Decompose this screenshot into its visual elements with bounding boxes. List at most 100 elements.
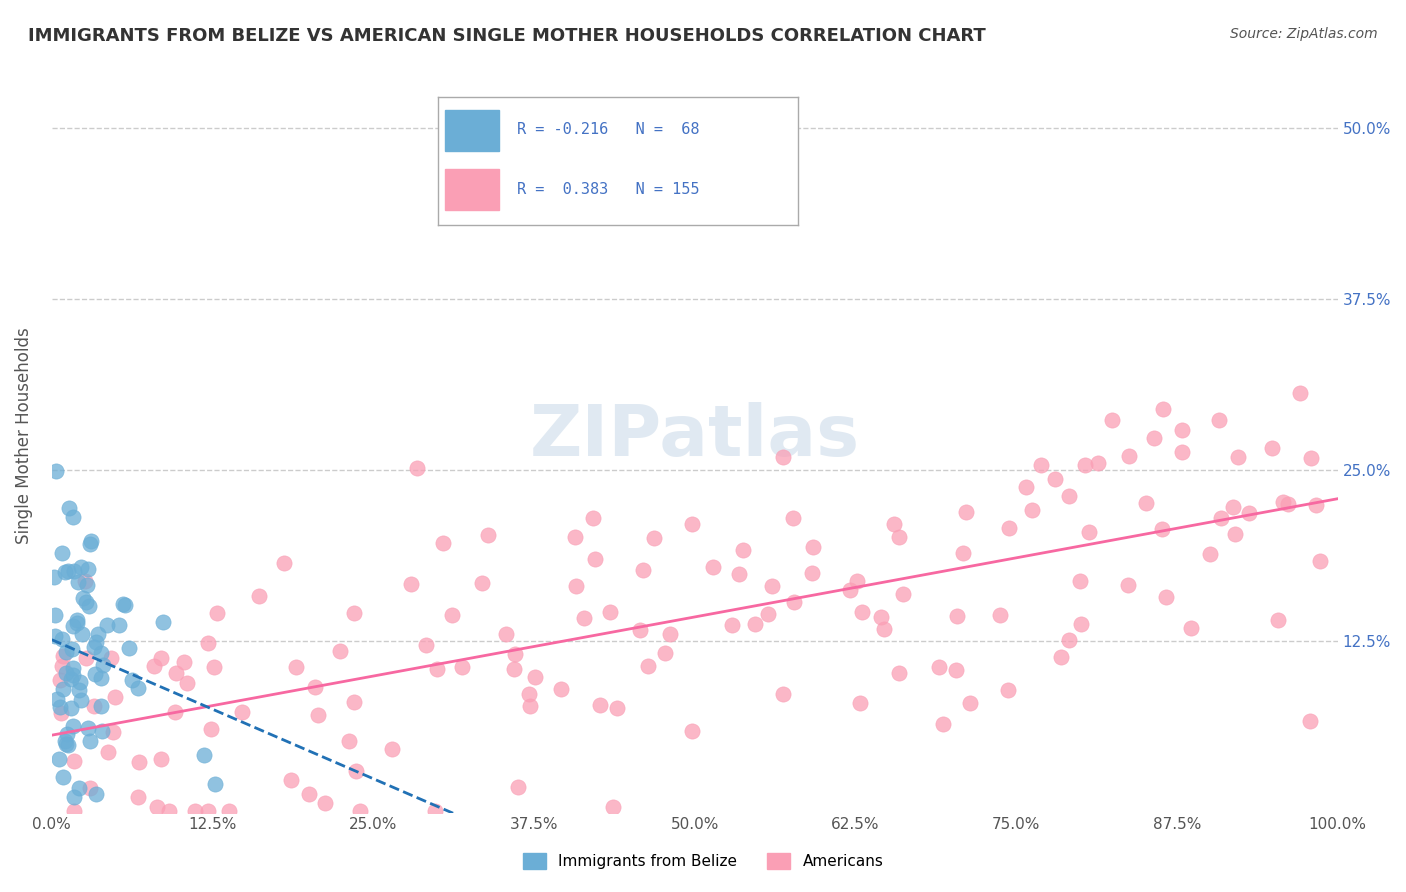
Point [55, 737, 77, 751]
Point [1118, 578, 1140, 592]
Point [658, 627, 681, 641]
Point [284, 660, 307, 674]
Point [1261, 441, 1284, 455]
Point [838, 583, 860, 598]
Point [495, 627, 517, 641]
Point [733, 543, 755, 558]
Point [127, 790, 149, 805]
Point [104, 690, 127, 704]
Point [1225, 526, 1247, 541]
Point [63, 755, 86, 769]
Point [304, 680, 326, 694]
Point [508, 780, 530, 795]
Point [800, 566, 823, 581]
Point [426, 662, 449, 676]
Point [721, 618, 744, 632]
Point [1087, 456, 1109, 470]
Point [197, 636, 219, 650]
Point [62, 804, 84, 818]
Point [1021, 502, 1043, 516]
Point [52, 649, 75, 664]
Point [505, 648, 527, 662]
Point [1078, 524, 1101, 539]
Point [1180, 621, 1202, 635]
Point [62, 564, 84, 578]
Point [1057, 489, 1080, 503]
Point [801, 541, 824, 555]
Point [56, 564, 79, 578]
Point [62, 510, 84, 524]
Point [988, 607, 1011, 622]
Point [231, 706, 253, 720]
Point [1154, 590, 1177, 604]
Point [62, 719, 84, 733]
Point [146, 799, 169, 814]
Point [72, 591, 94, 605]
Point [79, 781, 101, 796]
Point [96, 617, 118, 632]
Point [150, 650, 173, 665]
Point [1045, 472, 1067, 486]
Point [869, 610, 891, 624]
Point [84, 666, 107, 681]
Point [343, 695, 366, 709]
Point [49, 706, 72, 721]
Point [51, 546, 73, 560]
Point [59, 701, 82, 715]
Point [66, 616, 89, 631]
Point [62, 618, 84, 632]
Point [58, 501, 80, 516]
Point [193, 747, 215, 762]
Point [1101, 413, 1123, 427]
Point [564, 530, 586, 544]
Point [97, 745, 120, 759]
Point [152, 615, 174, 629]
Point [477, 528, 499, 542]
Point [406, 460, 429, 475]
Point [772, 450, 794, 465]
Point [744, 617, 766, 632]
Point [76, 577, 98, 591]
Point [1305, 498, 1327, 512]
Point [51, 681, 73, 696]
Point [524, 670, 547, 684]
Point [1031, 458, 1053, 473]
Point [67, 683, 90, 698]
Point [273, 556, 295, 570]
Point [90, 646, 112, 660]
Point [314, 796, 336, 810]
Point [83, 698, 105, 713]
Point [77, 562, 100, 576]
Point [583, 552, 606, 566]
Point [959, 696, 981, 710]
Point [1222, 500, 1244, 514]
Point [84, 787, 107, 801]
Point [298, 787, 321, 801]
Point [1267, 613, 1289, 627]
Point [149, 752, 172, 766]
Point [1227, 450, 1250, 464]
Point [654, 647, 676, 661]
Point [163, 706, 186, 720]
Point [75, 595, 97, 609]
Point [108, 617, 131, 632]
Point [946, 609, 969, 624]
Point [205, 606, 228, 620]
Point [582, 510, 605, 524]
Point [1074, 458, 1097, 472]
Point [572, 610, 595, 624]
Point [887, 530, 910, 544]
Point [630, 623, 652, 637]
Point [772, 687, 794, 701]
Point [349, 804, 371, 818]
Point [66, 574, 89, 589]
Point [121, 673, 143, 687]
Point [70, 560, 93, 574]
Point [52, 771, 75, 785]
Point [425, 804, 447, 818]
Point [782, 510, 804, 524]
Point [69, 675, 91, 690]
Point [1237, 506, 1260, 520]
Point [643, 531, 665, 545]
Point [90, 699, 112, 714]
